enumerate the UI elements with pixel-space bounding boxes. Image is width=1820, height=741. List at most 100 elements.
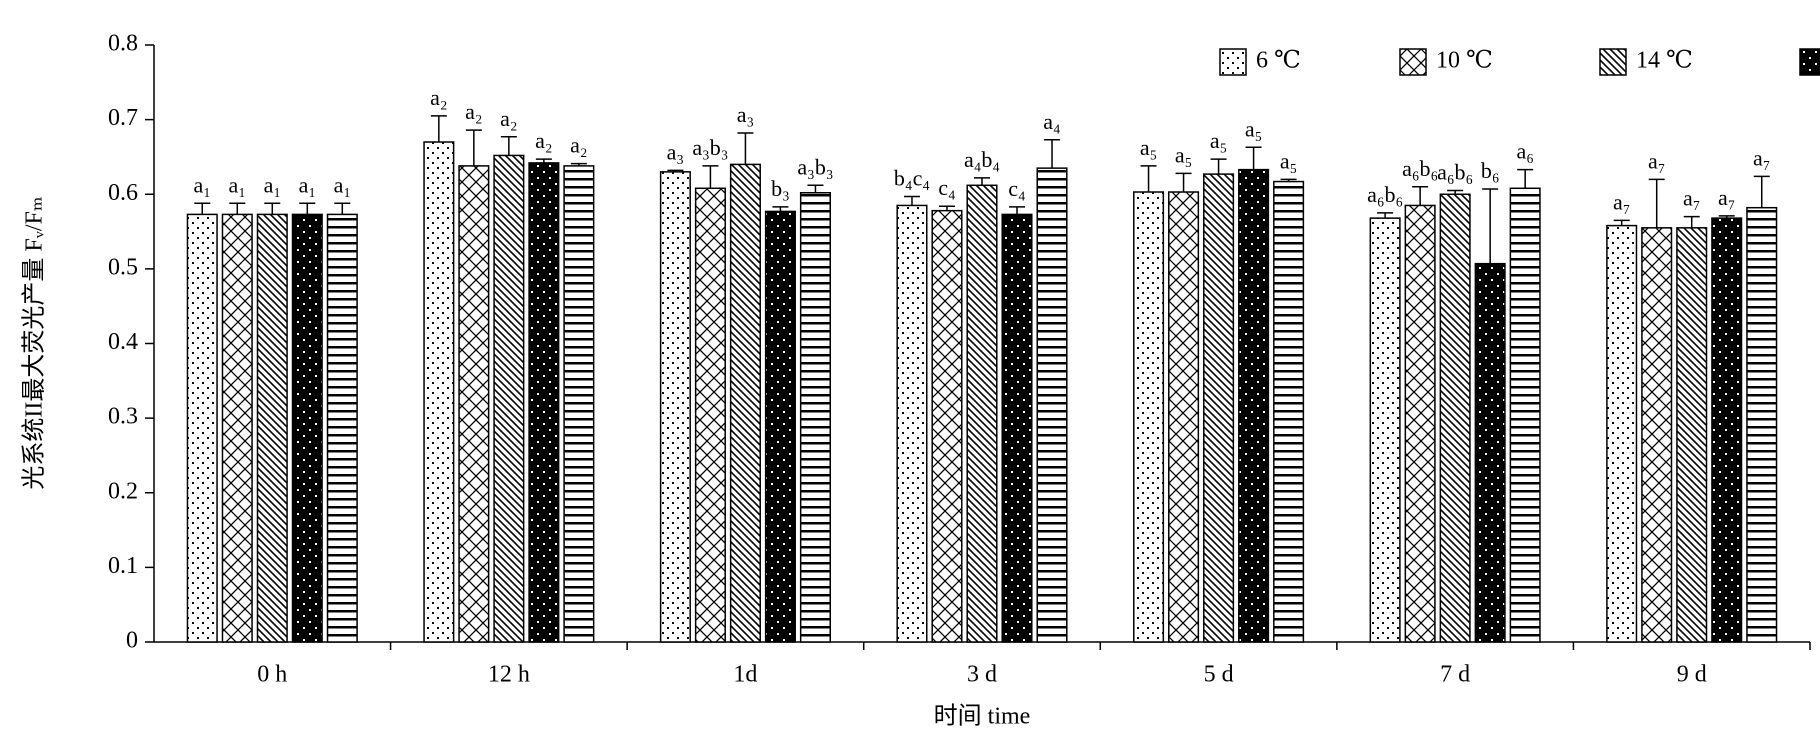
significance-label: a₅	[1280, 148, 1297, 173]
error-bar	[974, 177, 990, 186]
significance-label: a₃b₃	[692, 135, 728, 160]
x-tick-label: 3 d	[967, 662, 997, 688]
bar	[1369, 217, 1401, 643]
bar	[764, 210, 796, 643]
bar	[423, 141, 455, 643]
y-tick-label: 0.6	[108, 180, 138, 206]
significance-label: a₄b₄	[964, 147, 1000, 172]
bar	[1001, 213, 1033, 643]
bar	[563, 165, 595, 643]
x-tick-label: 12 h	[488, 662, 530, 688]
x-tick-label: 5 d	[1204, 662, 1234, 688]
significance-label: a₆b₆	[1402, 156, 1438, 181]
error-bar	[1175, 172, 1192, 193]
bar	[326, 213, 358, 643]
bar	[1238, 168, 1270, 643]
significance-label: a₂	[500, 106, 517, 131]
significance-label: a₂	[535, 128, 552, 153]
legend-swatch	[1599, 48, 1627, 76]
significance-label: a₂	[570, 133, 587, 158]
y-tick-label: 0.3	[108, 404, 138, 430]
error-bar	[430, 115, 447, 143]
error-bar	[1683, 215, 1700, 228]
error-bar	[1517, 168, 1534, 189]
x-tick-label: 1d	[733, 662, 757, 688]
error-bar	[1482, 188, 1499, 264]
significance-label: a₆b₆	[1437, 160, 1473, 185]
bar	[1746, 206, 1778, 643]
legend-swatch	[1219, 48, 1247, 76]
bar	[186, 213, 218, 643]
bar	[221, 213, 253, 643]
bar	[659, 171, 691, 643]
error-bar	[807, 184, 824, 193]
significance-label: a₇	[1683, 186, 1700, 211]
error-bar	[334, 202, 351, 215]
bar	[528, 162, 560, 643]
bar	[694, 187, 726, 643]
significance-label: b₃	[771, 176, 790, 201]
bar	[729, 163, 761, 643]
error-bar	[1412, 186, 1429, 206]
error-bar	[465, 129, 482, 166]
error-bar	[737, 132, 754, 165]
error-bar	[570, 162, 587, 166]
significance-label: c₄	[1008, 176, 1025, 201]
bar	[1168, 191, 1200, 643]
bar	[1711, 217, 1743, 643]
significance-label: a₁	[264, 172, 281, 197]
legend-label: 10 ℃	[1436, 48, 1493, 74]
significance-label: a₇	[1753, 145, 1770, 170]
significance-label: a₂	[465, 99, 482, 124]
y-tick-label: 0	[126, 628, 138, 654]
bar	[291, 213, 323, 643]
significance-label: a₃	[667, 139, 684, 164]
bar	[966, 184, 998, 643]
significance-label: c₄	[938, 175, 955, 200]
error-bar	[938, 205, 955, 211]
x-tick-label: 7 d	[1440, 662, 1470, 688]
legend-label: 6 ℃	[1256, 48, 1301, 74]
error-bar	[229, 202, 246, 215]
bar	[1606, 224, 1638, 643]
error-bar	[903, 195, 920, 206]
significance-label: a₁	[299, 172, 316, 197]
bar	[1036, 167, 1068, 643]
bar	[1404, 204, 1436, 643]
significance-label: b₄c₄	[894, 166, 930, 191]
significance-label: a₃b₃	[797, 154, 833, 179]
error-bar	[299, 202, 316, 215]
significance-label: b₆	[1481, 158, 1500, 183]
error-bar	[1613, 219, 1630, 226]
error-bar	[1648, 178, 1665, 228]
error-bar	[1447, 189, 1464, 195]
error-bar	[1044, 139, 1061, 169]
bar	[1641, 227, 1673, 643]
significance-label: a₇	[1613, 189, 1630, 214]
significance-label: a₅	[1140, 135, 1157, 160]
significance-label: a₁	[194, 172, 211, 197]
significance-label: a₆b₆	[1367, 182, 1403, 207]
error-bar	[1009, 206, 1026, 215]
error-bar	[1280, 178, 1297, 182]
bar	[1133, 191, 1165, 643]
bar	[1203, 173, 1235, 643]
y-axis-title: 光系统II最大荧光产量 Fᵥ/Fₘ	[21, 196, 48, 489]
bar	[896, 204, 928, 643]
significance-label: a₁	[334, 172, 351, 197]
significance-label: a₆	[1516, 139, 1533, 164]
bar	[1509, 187, 1541, 643]
error-bar	[535, 158, 552, 163]
y-tick-label: 0.5	[108, 254, 138, 280]
significance-label: a₃	[737, 102, 754, 127]
bar	[493, 154, 525, 643]
error-bar	[500, 136, 517, 156]
y-tick-label: 0.8	[108, 31, 138, 57]
error-bar	[264, 202, 281, 215]
legend-swatch	[1799, 48, 1820, 76]
significance-label: a₅	[1245, 116, 1262, 141]
bar	[1439, 193, 1471, 643]
error-bar	[1718, 215, 1735, 219]
significance-label: a₅	[1175, 142, 1192, 167]
